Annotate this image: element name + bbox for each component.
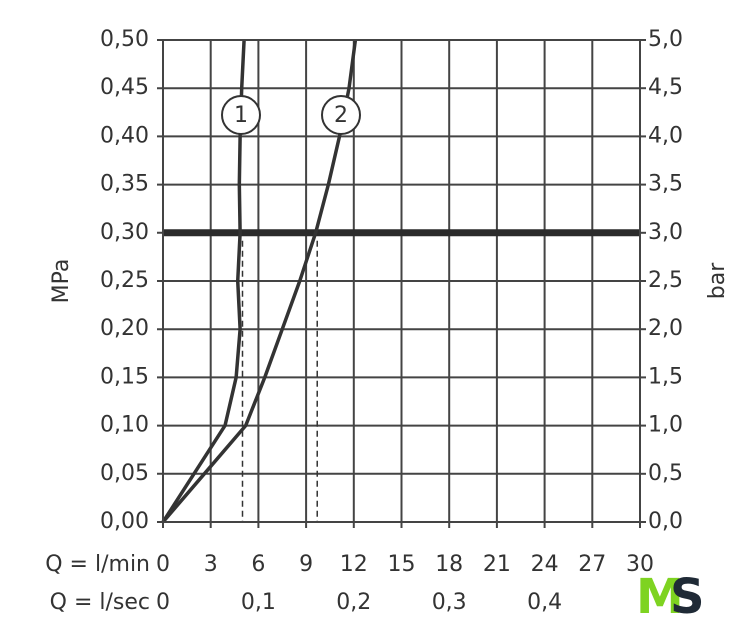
y2-tick-label: 0,5: [648, 461, 683, 486]
x-tick-label: 15: [388, 552, 416, 577]
y-tick-label: 0,50: [100, 27, 149, 52]
y2-tick-label: 0,0: [648, 509, 683, 534]
y-axis-label: MPa: [49, 259, 74, 304]
y-tick-label: 0,10: [100, 413, 149, 438]
x-tick-label: 6: [251, 552, 265, 577]
y2-tick-label: 3,5: [648, 172, 683, 197]
series-badge: [321, 95, 361, 135]
y-tick-label: 0,00: [100, 509, 149, 534]
y2-tick-label: 1,0: [648, 413, 683, 438]
y2-tick-label: 4,0: [648, 123, 683, 148]
y2-tick-label: 2,5: [648, 268, 683, 293]
y-tick-label: 0,20: [100, 316, 149, 341]
x-axis-label: Q = l/min: [45, 552, 150, 577]
series-badge: [221, 95, 261, 135]
y-tick-label: 0,05: [100, 461, 149, 486]
series-label: 1: [234, 103, 248, 128]
x-tick-label: 9: [299, 552, 313, 577]
y-tick-label: 0,30: [100, 220, 149, 245]
y2-tick-label: 4,5: [648, 75, 683, 100]
x-tick-label: 18: [435, 552, 463, 577]
x-tick-label: 21: [483, 552, 511, 577]
y2-tick-label: 2,0: [648, 316, 683, 341]
y-tick-label: 0,15: [100, 364, 149, 389]
y-tick-label: 0,35: [100, 172, 149, 197]
x-tick-label: 27: [578, 552, 606, 577]
x2-tick-label: 0,1: [241, 590, 276, 615]
logo-s: S: [670, 569, 705, 625]
y2-tick-label: 5,0: [648, 27, 683, 52]
y-tick-label: 0,45: [100, 75, 149, 100]
logo-m: M: [636, 569, 684, 625]
x-tick-label: 0: [156, 552, 170, 577]
plot-frame: [162, 39, 641, 523]
x-tick-label: 3: [204, 552, 218, 577]
x2-tick-label: 0,3: [432, 590, 467, 615]
x-tick-label: 12: [340, 552, 368, 577]
y2-axis-label: bar: [705, 262, 730, 299]
y2-tick-label: 3,0: [648, 220, 683, 245]
y2-tick-label: 1,5: [648, 364, 683, 389]
y-tick-label: 0,25: [100, 268, 149, 293]
y-tick-label: 0,40: [100, 123, 149, 148]
x-tick-label: 24: [531, 552, 559, 577]
series-label: 2: [334, 103, 348, 128]
x2-axis-label: Q = l/sec: [50, 590, 150, 615]
x-tick-label: 30: [626, 552, 654, 577]
x2-tick-label: 0,4: [527, 590, 562, 615]
x2-tick-label: 0: [156, 590, 170, 615]
x2-tick-label: 0,2: [336, 590, 371, 615]
